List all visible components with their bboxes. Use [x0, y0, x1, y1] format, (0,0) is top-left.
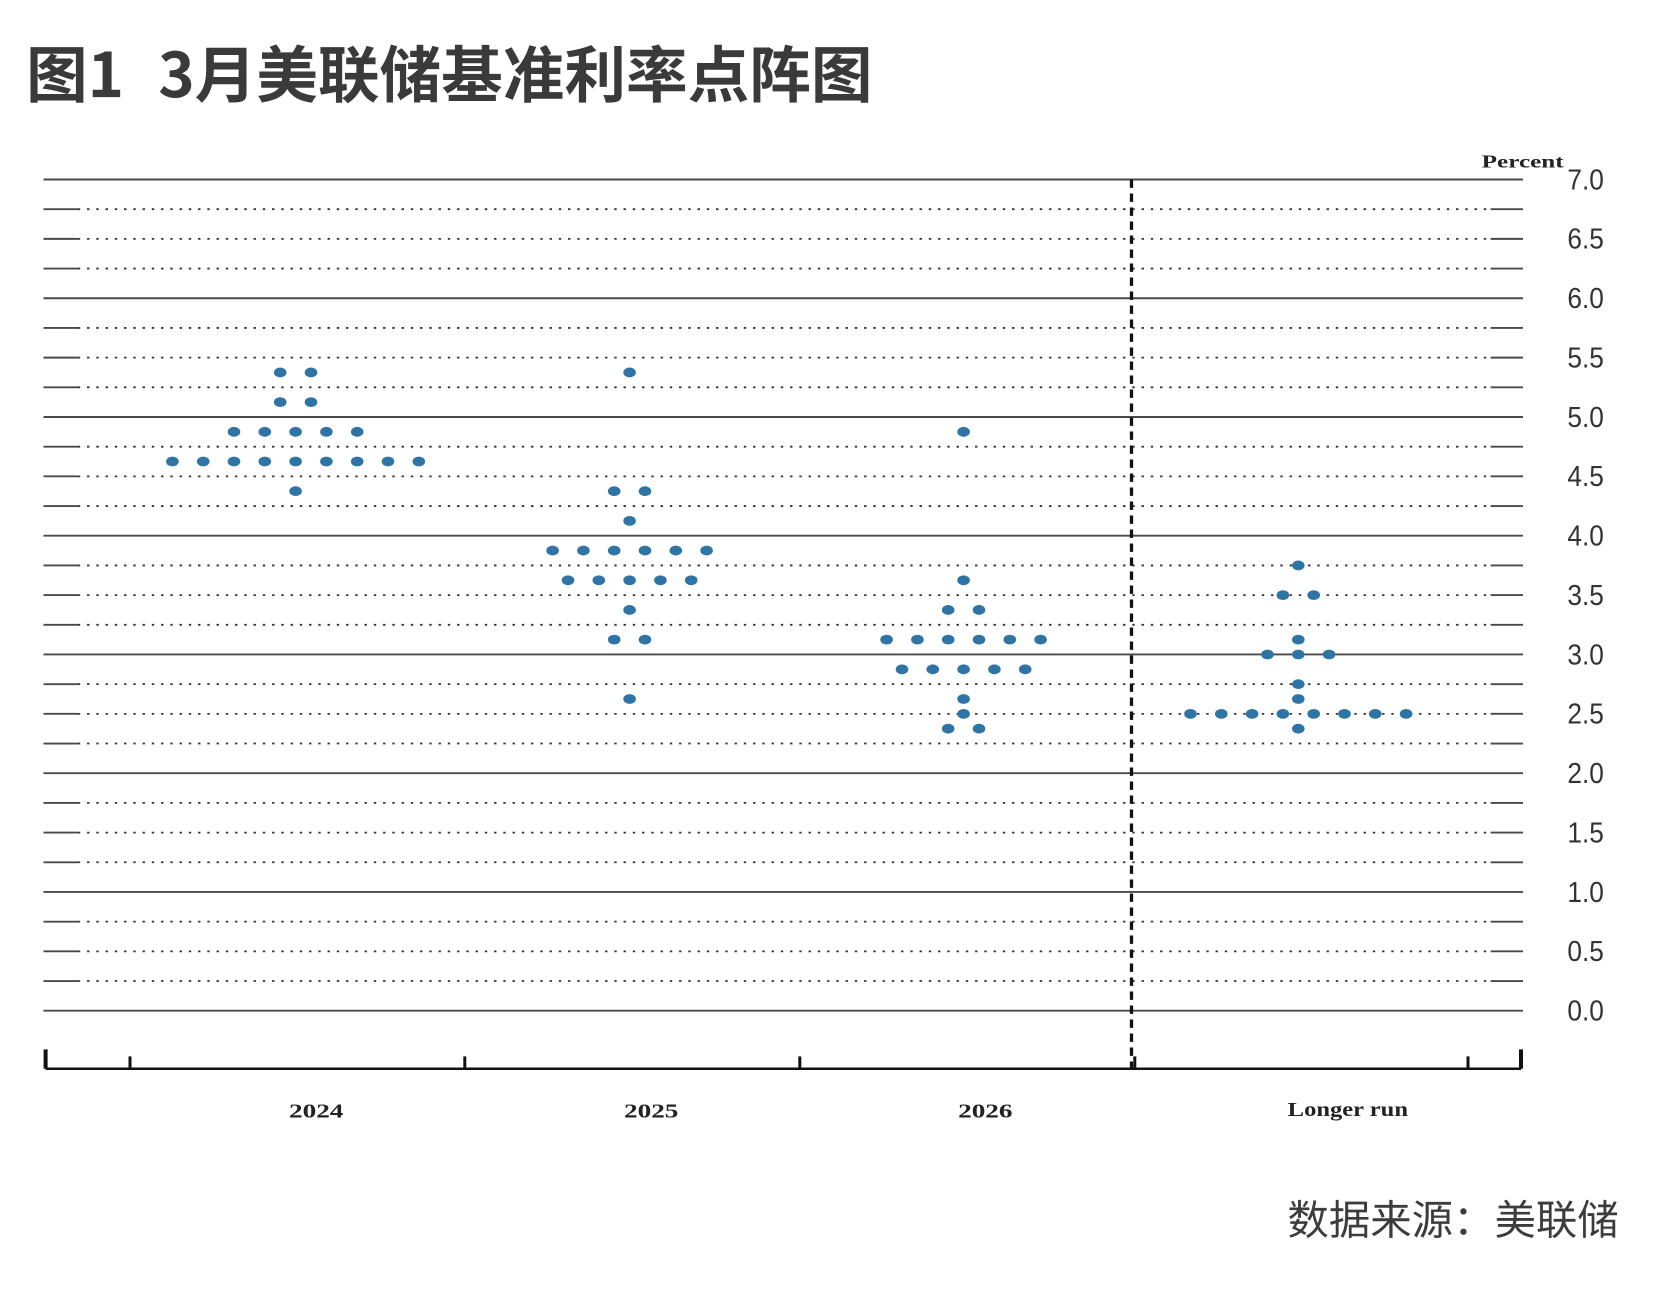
svg-text:2025: 2025 — [624, 1100, 678, 1122]
svg-text:0.5: 0.5 — [1567, 936, 1604, 968]
svg-text:7.0: 7.0 — [1567, 164, 1604, 196]
svg-text:Longer run: Longer run — [1288, 1100, 1408, 1121]
svg-text:Percent: Percent — [1482, 152, 1564, 172]
svg-text:2026: 2026 — [958, 1100, 1012, 1122]
svg-text:0.0: 0.0 — [1567, 996, 1604, 1028]
svg-text:4.5: 4.5 — [1567, 461, 1604, 493]
svg-text:5.5: 5.5 — [1567, 342, 1604, 374]
svg-text:4.0: 4.0 — [1567, 521, 1604, 553]
svg-text:5.0: 5.0 — [1567, 402, 1604, 434]
svg-text:2024: 2024 — [289, 1100, 343, 1122]
svg-text:1.0: 1.0 — [1567, 877, 1604, 909]
svg-text:6.5: 6.5 — [1567, 224, 1604, 256]
svg-text:3.0: 3.0 — [1567, 639, 1604, 671]
svg-text:6.0: 6.0 — [1567, 283, 1604, 315]
svg-text:2.5: 2.5 — [1567, 699, 1604, 731]
svg-text:2.0: 2.0 — [1567, 758, 1604, 790]
svg-text:1.5: 1.5 — [1567, 817, 1604, 849]
svg-text:3.5: 3.5 — [1567, 580, 1604, 612]
